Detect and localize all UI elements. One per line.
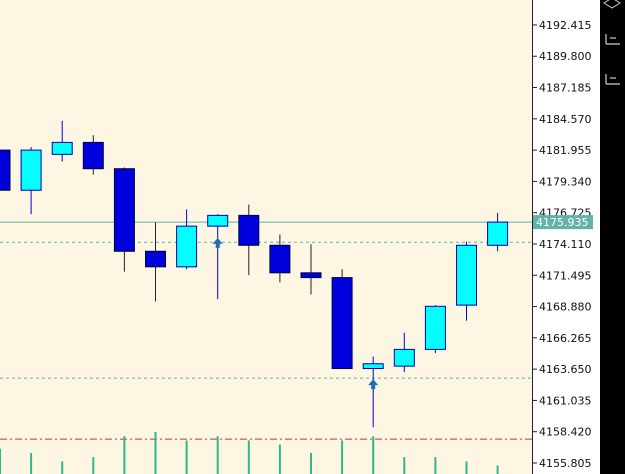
axis-tick-label: 4184.570: [539, 113, 592, 126]
candle: [51, 120, 73, 162]
candle: [300, 244, 322, 295]
candle-body: [0, 149, 11, 191]
axis-tick-label: 4187.185: [539, 82, 592, 95]
candle: [176, 209, 198, 270]
candle-body: [331, 277, 353, 370]
axis-tick-label: 4174.110: [539, 238, 592, 251]
candle-body: [269, 244, 291, 274]
candle: [207, 214, 229, 300]
candle-body: [51, 141, 73, 155]
axis-tick-label: 4155.805: [539, 457, 592, 470]
expand-panel-icon[interactable]: [605, 34, 620, 45]
axis-tick-label: 4161.035: [539, 394, 592, 407]
candle: [0, 149, 11, 191]
candle: [331, 269, 353, 370]
candle-body: [207, 214, 229, 227]
candle: [20, 147, 42, 215]
axis-tick-label: 4189.800: [539, 50, 592, 63]
axis-tick-label: 4171.495: [539, 269, 592, 282]
side-toolbar: [600, 0, 625, 474]
candle-body: [300, 272, 322, 279]
axis-tick-label: 4192.415: [539, 19, 592, 32]
price-axis-scale: 4192.415 4189.800 4187.185 4184.570 4181.955…: [533, 19, 593, 470]
current-price-label: 4175.935: [536, 216, 589, 229]
axis-tick-label: 4163.650: [539, 363, 592, 376]
axis-tick-label: 4166.265: [539, 332, 592, 345]
axis-tick-label: 4181.955: [539, 144, 592, 157]
chart-plot-area[interactable]: [0, 0, 532, 474]
axis-tick-label: 4179.340: [539, 175, 592, 188]
candle: [113, 167, 135, 272]
up-arrow-icon: [368, 379, 379, 390]
candle: [145, 222, 166, 302]
candle-body: [145, 250, 166, 268]
candle: [393, 332, 415, 373]
candle: [238, 204, 260, 276]
candle-body: [82, 141, 104, 170]
layers-icon[interactable]: [603, 0, 621, 9]
candle: [362, 356, 384, 428]
candle: [82, 135, 104, 175]
candle-body: [487, 221, 509, 246]
axis-tick-label: 4168.880: [539, 301, 592, 314]
candle-body: [424, 305, 446, 350]
candlestick-chart[interactable]: [0, 0, 532, 474]
candle-body: [238, 214, 260, 246]
candle-body: [176, 225, 198, 268]
candle: [487, 212, 509, 252]
price-axis[interactable]: 4192.415 4189.800 4187.185 4184.570 4181.955…: [532, 0, 601, 474]
candle: [424, 305, 446, 353]
candle: [456, 241, 477, 321]
up-arrow-icon: [212, 237, 223, 248]
current-price-badge: [533, 215, 593, 230]
candle-body: [456, 244, 477, 306]
candle-body: [20, 149, 42, 191]
candle-body: [393, 348, 415, 367]
candle-body: [362, 363, 384, 370]
candle-body: [113, 168, 135, 252]
collapse-panel-icon[interactable]: [605, 74, 620, 85]
candle: [269, 234, 291, 283]
axis-tick-label: 4158.420: [539, 426, 592, 439]
